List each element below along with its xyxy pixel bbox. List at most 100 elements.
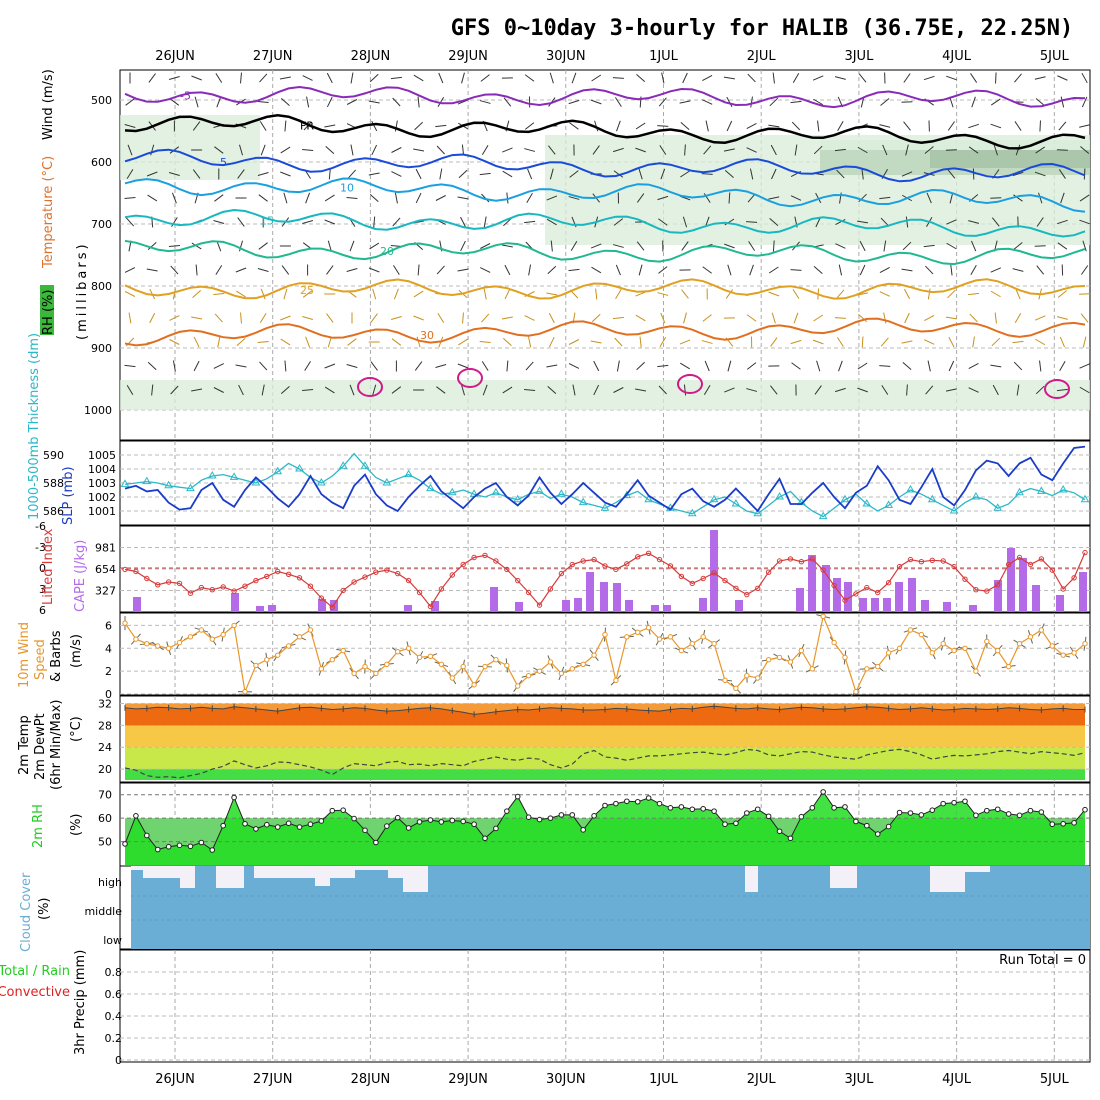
wind-barb <box>413 148 425 152</box>
svg-text:Temperature (°C): Temperature (°C) <box>41 156 56 269</box>
wind-barb <box>970 73 978 83</box>
thickness-marker <box>426 483 435 492</box>
cape-bar <box>921 600 929 612</box>
pressure-tick: 700 <box>91 218 112 231</box>
wind-barb <box>792 289 800 299</box>
wind-barb <box>813 314 824 322</box>
wind-barb <box>1035 385 1045 395</box>
wind-barb <box>503 97 512 107</box>
wind-barb <box>613 387 624 393</box>
rh-point <box>1016 812 1023 819</box>
svg-text:Total / Rain: Total / Rain <box>0 964 70 979</box>
wind-barb <box>350 72 354 84</box>
wind-barb <box>681 289 689 299</box>
wind-barb <box>259 73 268 83</box>
precip-tick: 0.6 <box>105 988 123 1001</box>
wind10-point <box>700 634 706 640</box>
rh-tick: 50 <box>98 836 112 849</box>
thickness-marker <box>949 506 959 514</box>
wind-barb <box>547 265 557 275</box>
wind-barb <box>881 385 889 395</box>
wind-barb <box>1079 363 1090 369</box>
rh-point <box>591 813 597 819</box>
wind-barb <box>350 144 354 156</box>
wind10-point <box>220 631 226 638</box>
wind-barb <box>1013 194 1023 202</box>
wind-barb <box>1012 171 1024 177</box>
wind-barb <box>284 360 287 372</box>
thickness-marker <box>775 492 784 500</box>
wind-barb <box>991 337 1001 347</box>
wind10-point <box>264 657 270 663</box>
wind-barb <box>435 124 447 128</box>
wind-barb <box>280 97 290 107</box>
rh-point <box>220 822 226 829</box>
svg-text:middle: middle <box>84 905 122 918</box>
rh-point <box>1005 811 1012 817</box>
wind10-point <box>340 647 346 654</box>
temp-tick: 20 <box>98 763 112 776</box>
cape-bar <box>268 605 276 612</box>
thickness-marker <box>207 471 217 479</box>
wind-barb <box>660 168 666 180</box>
wind-barb <box>594 120 599 132</box>
wind-barb <box>794 144 798 156</box>
wind-barb <box>457 196 469 200</box>
wind-barb <box>193 336 200 348</box>
svg-text:high: high <box>98 876 122 889</box>
lifted-point <box>864 584 870 591</box>
rh-point <box>231 794 237 801</box>
precip-ylabel: Total / Rain Convective 3hr Precip (mm) … <box>0 950 1086 1055</box>
wind-barb <box>590 99 602 105</box>
cloud-gap <box>930 866 965 892</box>
wind-barb <box>945 388 957 392</box>
isotherm-line <box>124 85 1086 109</box>
thickness-marker <box>884 500 894 508</box>
wind10-point <box>438 661 445 667</box>
temp-band <box>125 725 1085 748</box>
rh-point <box>776 828 783 835</box>
wind-barb <box>480 243 491 249</box>
wind-barb <box>172 360 176 372</box>
wind-barb <box>725 289 734 299</box>
cloud-gap <box>254 866 315 878</box>
wind-barb <box>968 292 980 296</box>
rh-point <box>744 810 750 816</box>
date-label-bottom: 2JUL <box>747 1072 777 1087</box>
wind-barb <box>195 264 198 276</box>
wind-barb <box>326 313 334 323</box>
wind-barb <box>834 317 846 319</box>
wind-barb <box>524 122 535 130</box>
wind-barb <box>724 387 735 393</box>
wind-barb <box>746 388 758 392</box>
wind-barb <box>838 264 843 276</box>
wind-barb <box>213 293 225 295</box>
wind-barb <box>394 120 398 132</box>
wind-tick: 6 <box>105 619 112 632</box>
wind-barb <box>790 195 802 201</box>
wind10-point <box>613 677 619 683</box>
wind-barb <box>435 195 446 201</box>
wind-barb <box>835 218 846 226</box>
rh-point <box>1027 807 1034 814</box>
wind10-point <box>667 634 674 640</box>
wind-barb <box>479 100 491 104</box>
wind-barb <box>569 122 579 130</box>
wind-barb <box>261 384 265 396</box>
rh-point <box>165 843 172 850</box>
wind10-point <box>209 636 215 642</box>
wind10-point <box>776 654 783 661</box>
wind-barb <box>923 244 935 248</box>
wind-barb <box>838 360 843 372</box>
wind-barb <box>501 316 513 320</box>
wind-barb <box>659 145 667 155</box>
wind-barb <box>302 149 314 151</box>
lifted-point <box>1049 567 1055 573</box>
temp-tick: 32 <box>98 697 112 710</box>
wind-barb <box>590 243 602 249</box>
thickness-marker <box>513 494 523 503</box>
lifted-point <box>700 575 706 582</box>
wind-barb <box>991 217 1000 227</box>
wind-barb <box>413 290 424 298</box>
wind-barb <box>747 73 756 83</box>
